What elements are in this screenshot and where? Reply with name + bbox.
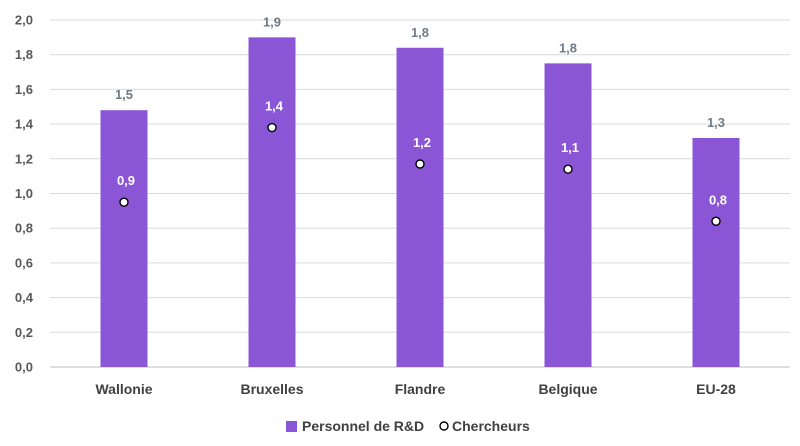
researcher-value-label: 1,4 bbox=[265, 99, 284, 114]
bar-value-label: 1,9 bbox=[263, 14, 281, 29]
bar-value-label: 1,8 bbox=[411, 25, 429, 40]
x-axis-categories: Wallonie Bruxelles Flandre Belgique EU-28 bbox=[95, 381, 736, 397]
researcher-value-label: 1,2 bbox=[413, 135, 431, 150]
y-tick-label: 1,4 bbox=[15, 117, 34, 132]
bar bbox=[100, 110, 148, 367]
bar-value-label: 1,5 bbox=[115, 87, 133, 102]
legend-swatch-personnel bbox=[286, 421, 297, 432]
bar-value-label: 1,3 bbox=[707, 115, 725, 130]
researcher-point bbox=[711, 216, 721, 226]
bar bbox=[544, 63, 592, 367]
researcher-point bbox=[415, 159, 425, 169]
y-tick-label: 0,6 bbox=[15, 255, 33, 270]
bars: 1,5 1,9 1,8 1,8 1,3 bbox=[100, 14, 740, 367]
bar bbox=[248, 37, 296, 367]
researcher-points: 0,9 1,4 1,2 1,1 0,8 bbox=[117, 99, 727, 226]
x-category-label: Belgique bbox=[538, 381, 597, 397]
researcher-point bbox=[563, 164, 573, 174]
researcher-value-label: 1,1 bbox=[561, 140, 579, 155]
bar-value-label: 1,8 bbox=[559, 40, 577, 55]
y-tick-label: 0,0 bbox=[15, 360, 33, 375]
x-category-label: Wallonie bbox=[95, 381, 152, 397]
legend: Personnel de R&D Chercheurs bbox=[286, 418, 530, 434]
bar bbox=[396, 47, 444, 367]
x-category-label: Bruxelles bbox=[240, 381, 303, 397]
y-tick-label: 1,6 bbox=[15, 82, 33, 97]
legend-label-chercheurs: Chercheurs bbox=[452, 418, 530, 434]
y-tick-label: 2,0 bbox=[15, 13, 33, 28]
y-axis-ticks: 0,0 0,2 0,4 0,6 0,8 1,0 1,2 1,4 1,6 1,8 2,0 bbox=[15, 13, 34, 375]
legend-label-personnel: Personnel de R&D bbox=[302, 418, 424, 434]
researcher-point bbox=[119, 197, 129, 207]
y-tick-label: 1,2 bbox=[15, 151, 33, 166]
y-tick-label: 0,8 bbox=[15, 221, 33, 236]
researcher-point bbox=[267, 122, 277, 133]
y-tick-label: 0,4 bbox=[15, 290, 34, 305]
researcher-value-label: 0,9 bbox=[117, 173, 135, 188]
researcher-value-label: 0,8 bbox=[709, 192, 727, 207]
y-tick-label: 0,2 bbox=[15, 325, 33, 340]
bar bbox=[692, 137, 740, 367]
legend-marker-chercheurs bbox=[439, 421, 449, 431]
y-tick-label: 1,0 bbox=[15, 186, 33, 201]
x-category-label: EU-28 bbox=[696, 381, 736, 397]
y-tick-label: 1,8 bbox=[15, 47, 33, 62]
x-category-label: Flandre bbox=[395, 381, 446, 397]
